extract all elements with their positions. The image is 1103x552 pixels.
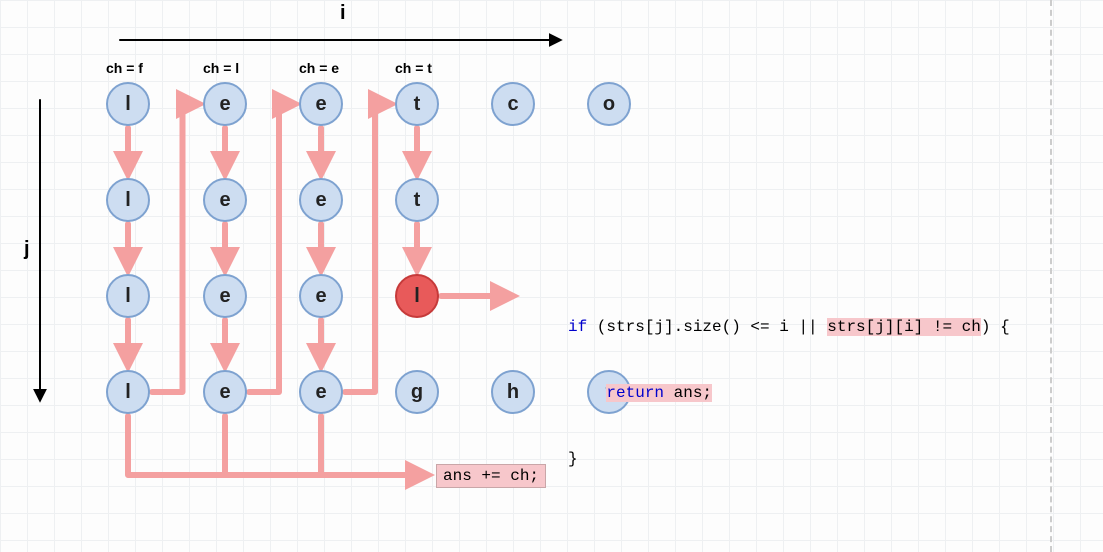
axis-j-label: j [24,238,30,261]
code-line-2: return ans; [568,382,1010,404]
code-snippet: if (strs[j].size() <= i || strs[j][i] !=… [568,272,1010,492]
grid-node: l [106,178,150,222]
grid-node: e [203,82,247,126]
code-l2-indent [568,384,606,402]
grid-node: o [587,82,631,126]
grid-node: h [491,370,535,414]
grid-node: e [299,370,343,414]
axis-i-label: i [340,2,346,25]
code-l1b: ) { [981,318,1010,336]
grid-node: e [299,178,343,222]
grid-node: l [106,274,150,318]
ch-label: ch = f [106,60,143,76]
code-l1a: (strs[j].size() <= i || [587,318,827,336]
grid-node: c [491,82,535,126]
code-line-3: } [568,448,1010,470]
grid-node: t [395,178,439,222]
ans-accumulate-box: ans += ch; [436,464,546,488]
grid-node: g [395,370,439,414]
code-line-1: if (strs[j].size() <= i || strs[j][i] !=… [568,316,1010,338]
grid-node: e [203,274,247,318]
grid-node: e [299,82,343,126]
ch-label: ch = t [395,60,432,76]
grid-node: e [299,274,343,318]
kw-if: if [568,318,587,336]
grid-node: e [203,178,247,222]
ch-label: ch = l [203,60,239,76]
code-l2-rest: ans; [664,384,712,402]
grid-node: e [203,370,247,414]
grid-node: l [106,82,150,126]
grid-node: l [106,370,150,414]
code-l1-hl: strs[j][i] != ch [827,318,981,336]
code-l2-hl: return ans; [606,384,712,402]
kw-return: return [606,384,664,402]
ch-label: ch = e [299,60,339,76]
grid-node: l [395,274,439,318]
grid-node: t [395,82,439,126]
